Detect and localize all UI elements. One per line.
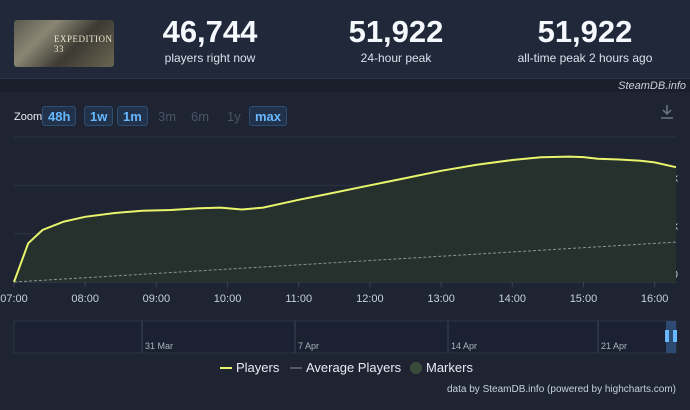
stat-value: 51,922 — [348, 14, 444, 49]
game-logo-text: EXPEDITION 33 — [54, 34, 113, 54]
x-tick-label: 14:00 — [499, 293, 527, 305]
x-tick-label: 15:00 — [570, 293, 598, 305]
navigator-label: 21 Apr — [601, 341, 627, 351]
zoom-max-button[interactable]: max — [249, 106, 288, 126]
zoom-48h-button[interactable]: 48h — [42, 106, 77, 126]
navigator-selection — [666, 321, 676, 353]
x-tick-label: 12:00 — [356, 293, 384, 305]
game-thumbnail[interactable]: EXPEDITION 33 — [14, 20, 114, 67]
legend-label[interactable]: Players — [236, 360, 280, 375]
x-tick-label: 13:00 — [427, 293, 455, 305]
zoom-1y-button: 1y — [227, 109, 241, 124]
zoom-label: Zoom — [14, 111, 43, 123]
legend-label[interactable]: Markers — [426, 360, 473, 375]
chart-legend: Players Average Players Markers — [220, 360, 473, 375]
stat-value: 51,922 — [537, 14, 633, 49]
legend-label[interactable]: Average Players — [306, 360, 402, 375]
zoom-1m-button[interactable]: 1m — [117, 106, 148, 126]
navigator: 31 Mar 7 Apr 14 Apr 21 Apr — [13, 320, 677, 354]
x-tick-label: 16:00 — [641, 293, 669, 305]
x-axis-labels: 07:00 08:00 09:00 10:00 11:00 12:00 13:00 14:00… — [0, 281, 676, 305]
navigator-track — [13, 320, 677, 354]
steamdb-credit-link[interactable]: SteamDB.info — [618, 80, 686, 92]
stat-label: all-time peak 2 hours ago — [517, 51, 653, 65]
x-tick-label: 09:00 — [143, 293, 171, 305]
navigator-handle — [665, 330, 669, 342]
stat-label: 24-hour peak — [360, 51, 432, 65]
stats-bar: EXPEDITION 33 46,744 players right now 5… — [0, 0, 690, 79]
navigator-label: 14 Apr — [451, 341, 477, 351]
x-tick-label: 11:00 — [285, 293, 312, 305]
stat-label: players right now — [164, 51, 256, 65]
average-players-line — [13, 241, 677, 283]
x-tick-label: 10:00 — [214, 293, 242, 305]
stat-current-players: 46,744 players right now — [140, 14, 280, 65]
x-tick-label: 07:00 — [0, 293, 28, 305]
zoom-6m-button: 6m — [191, 109, 210, 124]
stat-24h-peak: 51,922 24-hour peak — [326, 14, 466, 65]
stat-all-time-peak: 51,922 all-time peak 2 hours ago — [505, 14, 665, 65]
x-tick-label: 08:00 — [71, 293, 99, 305]
stat-value: 46,744 — [162, 14, 258, 49]
navigator-handle — [673, 330, 677, 342]
players-area — [14, 156, 676, 282]
footer-credit: data by SteamDB.info (powered by highcha… — [447, 384, 676, 395]
navigator-label: 31 Mar — [145, 341, 173, 351]
zoom-3m-button: 3m — [158, 109, 177, 124]
players-line — [13, 155, 677, 283]
navigator-label: 7 Apr — [298, 341, 319, 351]
legend-markers-swatch — [410, 362, 422, 374]
download-icon[interactable] — [660, 104, 674, 120]
zoom-1w-button[interactable]: 1w — [84, 106, 114, 126]
